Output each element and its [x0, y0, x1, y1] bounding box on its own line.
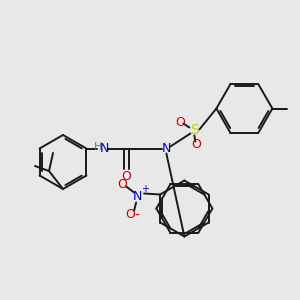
- Text: H: H: [94, 142, 103, 152]
- Text: O: O: [191, 138, 201, 151]
- Text: O: O: [176, 116, 185, 129]
- Text: N: N: [132, 190, 142, 203]
- Text: +: +: [141, 184, 149, 194]
- Text: N: N: [100, 142, 109, 155]
- Text: N: N: [162, 142, 171, 155]
- Text: -: -: [135, 208, 140, 223]
- Text: O: O: [117, 178, 127, 191]
- Text: O: O: [125, 208, 135, 221]
- Text: S: S: [190, 124, 199, 137]
- Text: O: O: [122, 170, 131, 183]
